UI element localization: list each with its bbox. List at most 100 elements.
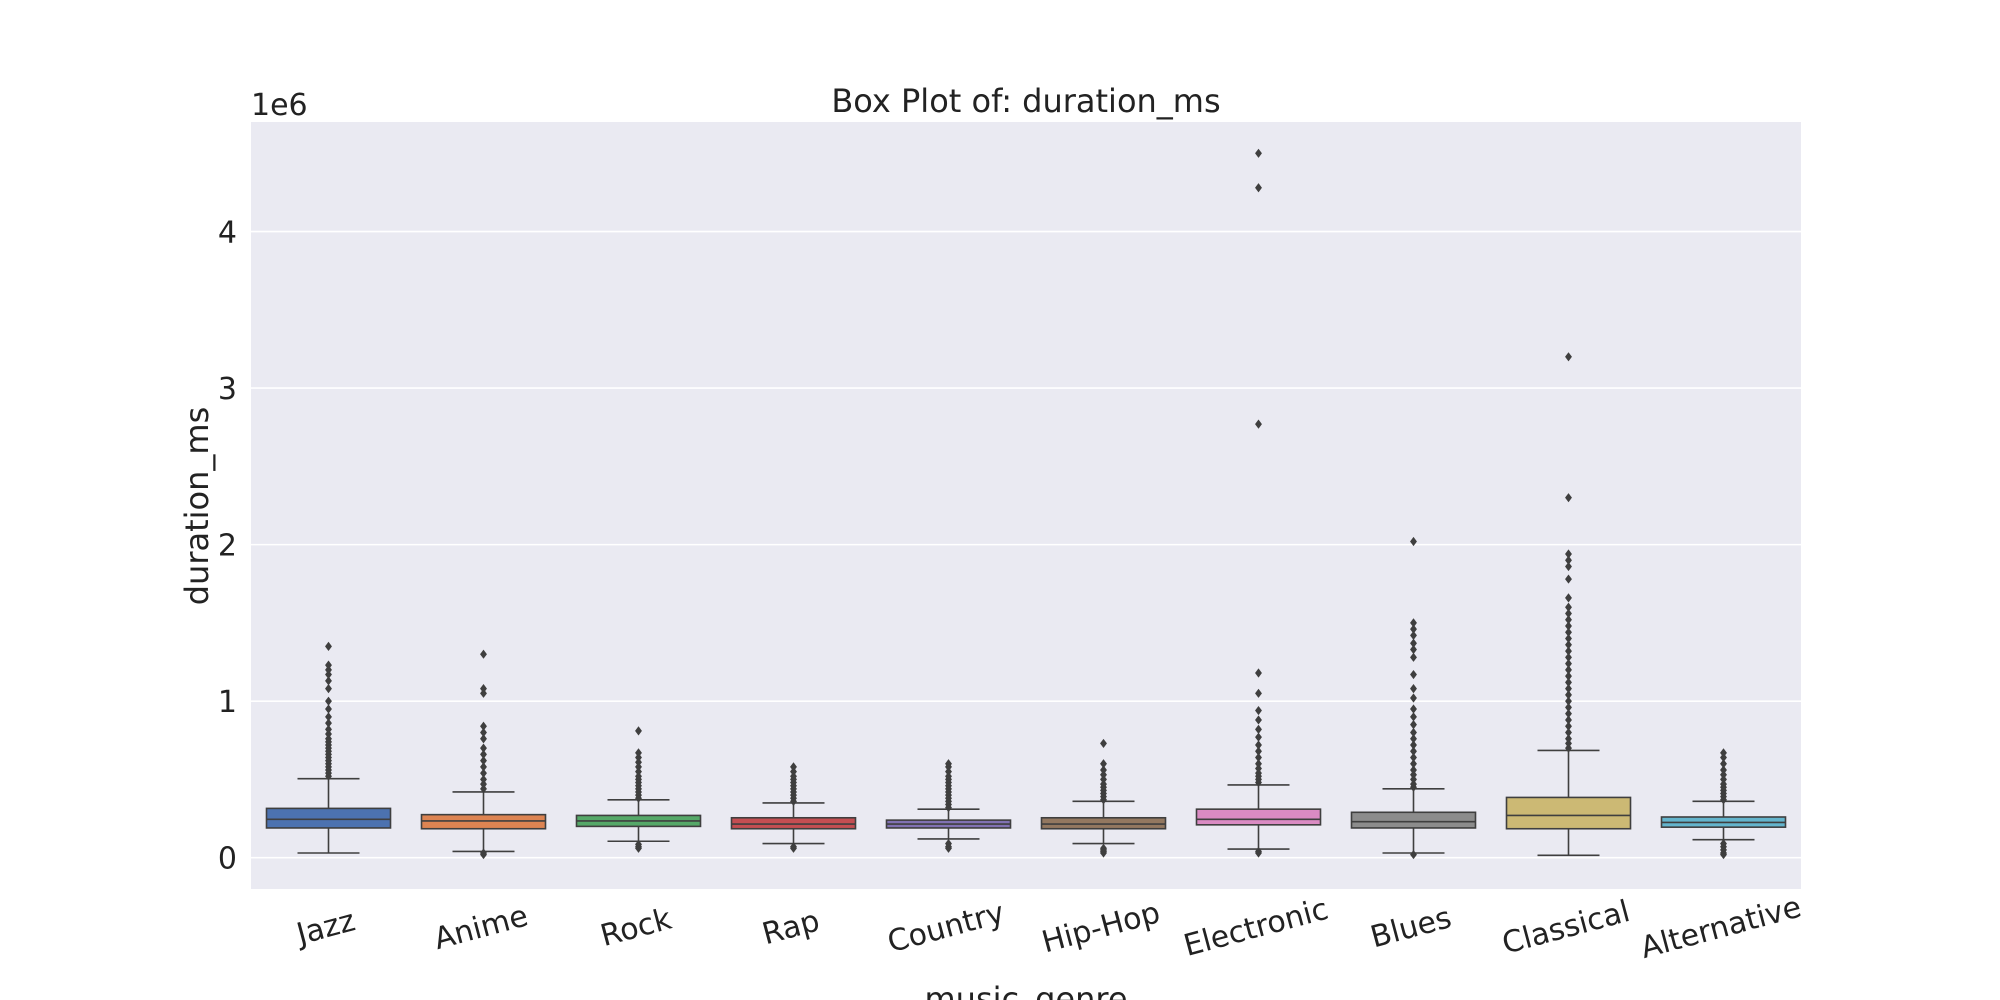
x-tick-label-rap: Rap (759, 903, 824, 952)
outlier-point-jazz-15 (325, 718, 332, 728)
boxes-layer (265, 148, 1787, 860)
outlier-point-rap-10 (790, 771, 797, 781)
x-tick-label-blues: Blues (1367, 900, 1455, 955)
outlier-point-alternative-10 (1720, 779, 1727, 789)
box-group-jazz (265, 641, 392, 854)
x-tick-label-classical: Classical (1498, 894, 1633, 962)
box-group-hip-hop (1040, 738, 1167, 858)
y-tick-label-0: 0 (218, 842, 237, 877)
outlier-point-blues-13 (1410, 712, 1417, 722)
outlier-point-electronic-16 (1255, 668, 1262, 678)
outlier-point-classical-13 (1565, 665, 1572, 675)
x-tick-label-anime: Anime (430, 899, 531, 958)
outlier-point-classical-1 (1565, 738, 1572, 749)
outlier-point-blues-4 (1410, 770, 1417, 780)
box-classical (1505, 796, 1632, 830)
y-tick-label-2: 2 (218, 529, 237, 564)
box-electronic (1195, 808, 1322, 826)
outlier-point-jazz-13 (325, 729, 332, 739)
outlier-point-jazz-21 (325, 669, 332, 680)
box-group-electronic (1195, 148, 1322, 858)
outlier-point-classical-21 (1565, 615, 1572, 625)
outlier-point-rock-2 (635, 839, 642, 849)
outlier-point-classical-24 (1565, 593, 1572, 603)
outlier-point-classical-15 (1565, 652, 1572, 662)
y-tick-labels: 0 1 2 3 4 (218, 216, 237, 877)
outlier-point-electronic-13 (1255, 715, 1262, 725)
outlier-point-classical-17 (1565, 640, 1572, 650)
outlier-point-blues-6 (1410, 759, 1417, 769)
outlier-point-country-14 (945, 767, 952, 777)
outlier-point-electronic-15 (1255, 688, 1262, 698)
outlier-point-blues-0 (1410, 849, 1417, 860)
outlier-point-blues-24 (1410, 536, 1417, 547)
outlier-point-blues-21 (1410, 630, 1417, 641)
outlier-point-classical-12 (1565, 671, 1572, 681)
plot-area (251, 122, 1801, 889)
outlier-point-classical-5 (1565, 715, 1572, 725)
outlier-point-classical-20 (1565, 621, 1572, 631)
outlier-point-jazz-23 (325, 660, 332, 670)
box-group-rock (575, 726, 702, 853)
outlier-point-classical-19 (1565, 627, 1572, 637)
outlier-point-hip-hop-10 (1100, 774, 1107, 785)
outlier-point-electronic-19 (1255, 148, 1262, 158)
outlier-point-electronic-17 (1255, 419, 1262, 429)
outlier-point-classical-18 (1565, 633, 1572, 644)
outlier-point-anime-10 (480, 734, 487, 744)
outlier-point-classical-9 (1565, 690, 1572, 700)
outlier-point-hip-hop-12 (1100, 765, 1107, 775)
outlier-point-jazz-16 (325, 712, 332, 722)
outlier-point-blues-16 (1410, 684, 1417, 694)
outlier-point-blues-15 (1410, 693, 1417, 703)
outlier-point-classical-3 (1565, 727, 1572, 738)
outlier-point-rock-10 (635, 771, 642, 781)
y-axis-label: duration_ms (178, 407, 216, 606)
outlier-point-classical-2 (1565, 734, 1572, 744)
outlier-point-blues-17 (1410, 669, 1417, 680)
outlier-point-jazz-22 (325, 665, 332, 675)
outlier-point-rock-15 (635, 748, 642, 758)
outlier-point-classical-16 (1565, 646, 1572, 656)
outlier-point-jazz-14 (325, 724, 332, 734)
x-axis-label: music_genre (924, 980, 1127, 1000)
box-blues (1350, 811, 1477, 829)
outlier-point-hip-hop-9 (1100, 779, 1107, 789)
x-tick-label-hip-hop: Hip-Hop (1038, 895, 1164, 960)
outlier-point-country-16 (945, 759, 952, 769)
outlier-point-blues-9 (1410, 740, 1417, 750)
outlier-point-rock-12 (635, 762, 642, 772)
outlier-point-rock-13 (635, 757, 642, 767)
x-tick-label-jazz: Jazz (291, 903, 359, 953)
outlier-point-classical-11 (1565, 677, 1572, 687)
outlier-point-rap-1 (790, 842, 797, 852)
outlier-point-hip-hop-11 (1100, 770, 1107, 780)
outlier-point-alternative-11 (1720, 774, 1727, 785)
outlier-point-anime-4 (480, 774, 487, 785)
outlier-point-classical-29 (1565, 493, 1572, 503)
box-jazz (265, 807, 392, 829)
outlier-point-blues-19 (1410, 644, 1417, 655)
outlier-point-jazz-12 (325, 734, 332, 744)
outlier-point-anime-7 (480, 756, 487, 766)
outlier-point-classical-7 (1565, 702, 1572, 713)
outlier-point-classical-26 (1565, 561, 1572, 572)
y-tick-label-3: 3 (218, 372, 237, 407)
outlier-point-classical-4 (1565, 721, 1572, 731)
box-group-alternative (1660, 748, 1787, 860)
box-group-blues (1350, 536, 1477, 860)
outlier-point-blues-8 (1410, 746, 1417, 756)
outlier-point-classical-27 (1565, 555, 1572, 565)
outlier-point-jazz-19 (325, 684, 332, 694)
outlier-point-anime-9 (480, 743, 487, 753)
outlier-point-electronic-9 (1255, 746, 1262, 756)
outlier-point-anime-2 (480, 784, 487, 794)
outlier-point-hip-hop-14 (1100, 738, 1107, 749)
outlier-point-anime-8 (480, 749, 487, 759)
outlier-point-classical-28 (1565, 549, 1572, 559)
outlier-point-electronic-10 (1255, 740, 1262, 750)
outlier-point-blues-20 (1410, 638, 1417, 648)
outlier-point-jazz-18 (325, 696, 332, 706)
outlier-point-anime-14 (480, 684, 487, 694)
